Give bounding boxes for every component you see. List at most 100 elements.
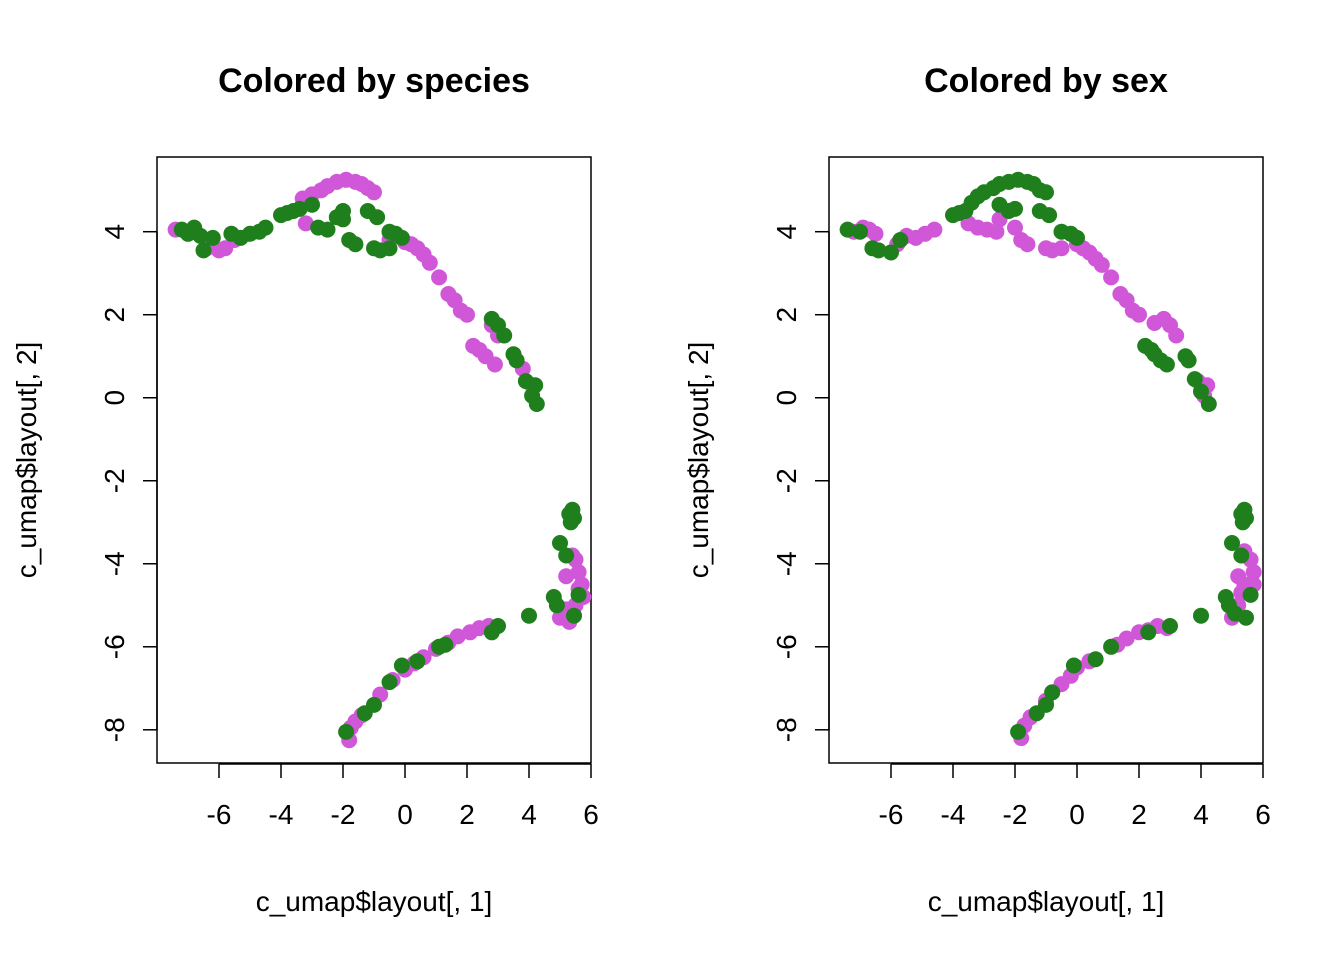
scatter-point: [562, 514, 579, 531]
y-tick-label: 0: [99, 390, 130, 406]
scatter-point: [486, 356, 503, 373]
scatter-point: [1193, 383, 1209, 400]
x-tick-label: 2: [459, 799, 475, 830]
scatter-point: [870, 242, 887, 259]
scatter-point: [1245, 564, 1262, 581]
scatter-points: [167, 171, 592, 749]
x-axis: -6 -4 -2 0 2 4 6: [207, 763, 599, 830]
scatter-point: [1118, 630, 1135, 647]
scatter-point: [381, 674, 398, 691]
scatter-point: [1162, 618, 1178, 634]
scatter-point: [1038, 184, 1054, 201]
scatter-point: [1065, 657, 1082, 674]
x-tick-label: 0: [397, 799, 413, 830]
scatter-point: [257, 219, 274, 236]
x-axis-label: c_umap$layout[, 1]: [928, 886, 1165, 917]
scatter-point: [1158, 356, 1175, 373]
scatter-point: [347, 236, 364, 253]
scatter-point: [1233, 547, 1250, 564]
x-tick-label: 4: [1193, 799, 1209, 830]
scatter-point: [558, 568, 575, 585]
panel-colored-by-sex: Colored by sex -6 -4 -2 0 2 4 6 -8 -6 -4 -2 0 2 4 c_…: [683, 62, 1271, 917]
scatter-point: [393, 229, 410, 246]
y-tick-label: 4: [771, 224, 802, 240]
panel-colored-by-species: Colored by species -6 -4 -2 0 2 4 6 -8 -6 -4 -2 0 2…: [11, 62, 599, 917]
scatter-point: [508, 352, 525, 369]
y-axis-label: c_umap$layout[, 2]: [11, 342, 42, 579]
scatter-point: [867, 225, 884, 242]
scatter-point: [297, 215, 314, 232]
y-tick-label: -8: [771, 717, 802, 742]
scatter-point: [1131, 306, 1147, 323]
scatter-point: [1019, 236, 1036, 253]
scatter-point: [1234, 514, 1251, 531]
x-tick-label: -6: [879, 799, 904, 830]
plot-title: Colored by species: [218, 62, 530, 100]
scatter-point: [421, 254, 438, 271]
scatter-point: [381, 240, 398, 257]
scatter-point: [291, 200, 308, 217]
x-tick-label: 0: [1069, 799, 1085, 830]
plot-title: Colored by sex: [924, 62, 1168, 100]
scatter-point: [319, 221, 336, 238]
scatter-point: [1010, 723, 1027, 740]
scatter-point: [1041, 207, 1058, 224]
x-tick-label: 6: [583, 799, 599, 830]
scatter-point: [548, 597, 565, 614]
scatter-point: [1087, 651, 1104, 668]
scatter-point: [1028, 705, 1045, 722]
scatter-point: [1242, 586, 1259, 603]
scatter-point: [1069, 229, 1085, 246]
scatter-point: [204, 229, 221, 246]
x-tick-label: -2: [331, 799, 356, 830]
scatter-point: [304, 196, 320, 213]
scatter-point: [521, 607, 537, 624]
scatter-point: [566, 607, 582, 624]
scatter-point: [393, 657, 410, 674]
y-tick-label: -4: [771, 551, 802, 576]
x-tick-label: 6: [1255, 799, 1271, 830]
scatter-point: [852, 223, 868, 240]
y-axis-label: c_umap$layout[, 2]: [683, 342, 714, 579]
scatter-point: [839, 221, 856, 238]
x-tick-label: 4: [521, 799, 537, 830]
y-axis: -8 -6 -4 -2 0 2 4: [771, 224, 830, 742]
scatter-point: [1053, 240, 1070, 257]
scatter-point: [1103, 638, 1120, 655]
scatter-point: [335, 203, 351, 219]
scatter-point: [528, 396, 545, 412]
scatter-point: [883, 244, 899, 261]
y-tick-label: -6: [99, 634, 130, 659]
scatter-point: [1103, 269, 1120, 286]
scatter-point: [431, 638, 448, 655]
scatter-point: [570, 564, 587, 581]
x-tick-label: -4: [941, 799, 966, 830]
scatter-point: [1007, 219, 1023, 236]
scatter-point: [195, 242, 212, 259]
scatter-point: [558, 547, 575, 564]
scatter-point: [409, 653, 426, 670]
scatter-point: [1007, 200, 1023, 217]
x-tick-label: -4: [269, 799, 294, 830]
scatter-point: [431, 269, 448, 286]
y-tick-label: -8: [99, 717, 130, 742]
scatter-point: [1200, 396, 1217, 412]
x-axis: -6 -4 -2 0 2 4 6: [879, 763, 1271, 830]
scatter-point: [356, 705, 373, 722]
scatter-point: [1044, 684, 1061, 701]
y-tick-label: 2: [771, 307, 802, 323]
scatter-point: [1193, 607, 1209, 624]
scatter-point: [496, 327, 513, 344]
scatter-point: [483, 624, 500, 641]
y-axis: -8 -6 -4 -2 0 2 4: [99, 224, 158, 742]
scatter-point: [366, 184, 382, 201]
scatter-point: [1093, 256, 1110, 273]
y-tick-label: -6: [771, 634, 802, 659]
scatter-point: [369, 209, 386, 226]
y-tick-label: -4: [99, 551, 130, 576]
scatter-point: [1140, 624, 1157, 641]
scatter-point: [1180, 352, 1197, 369]
scatter-point: [892, 232, 909, 248]
x-tick-label: 2: [1131, 799, 1147, 830]
